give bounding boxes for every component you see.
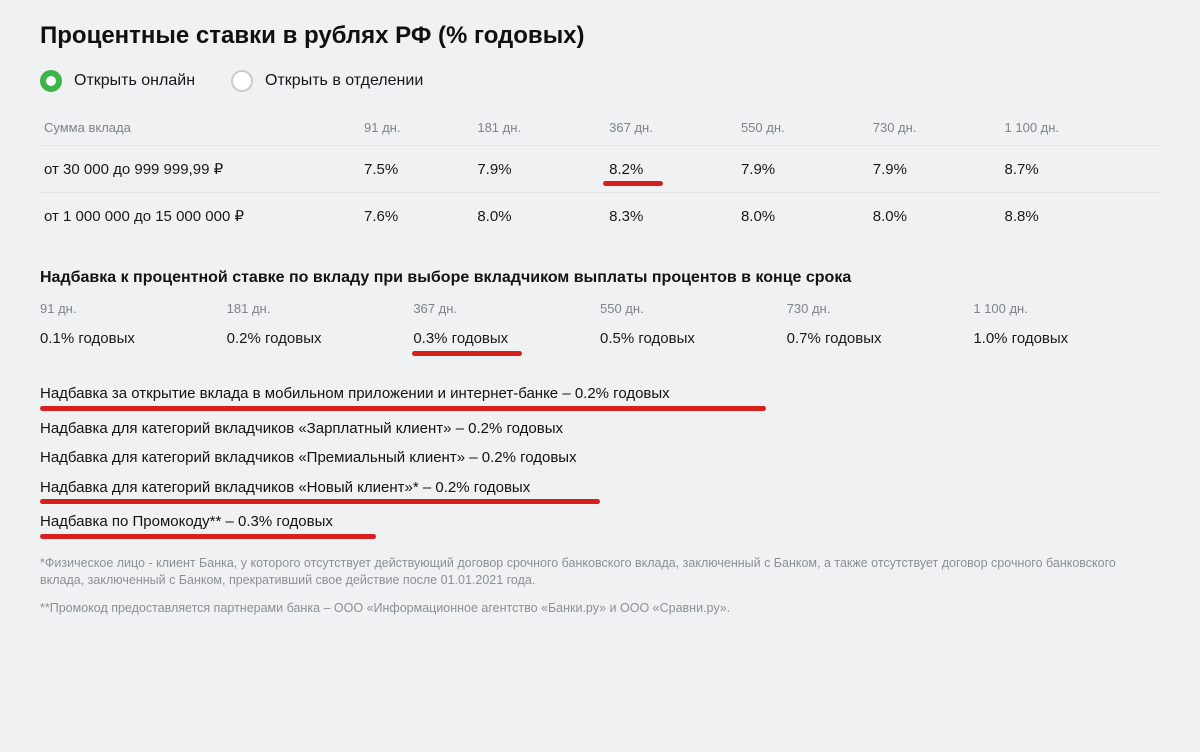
- note-line: Надбавка для категорий вкладчиков «Зарпл…: [40, 418, 1160, 441]
- addon-heading: Надбавка к процентной ставке по вкладу п…: [40, 269, 1160, 287]
- addon-value: 0.3% годовых: [413, 330, 600, 347]
- rates-col-header: 91 дн.: [360, 110, 473, 146]
- addon-table: 91 дн.181 дн.367 дн.550 дн.730 дн.1 100 …: [40, 301, 1160, 347]
- rates-table: Сумма вклада91 дн.181 дн.367 дн.550 дн.7…: [40, 110, 1160, 239]
- addon-value: 0.5% годовых: [600, 330, 787, 347]
- addon-col-header: 730 дн.: [787, 301, 974, 316]
- rates-cell: 8.0%: [737, 193, 869, 240]
- table-row: от 1 000 000 до 15 000 000 ₽7.6%8.0%8.3%…: [40, 193, 1160, 240]
- addon-value: 0.7% годовых: [787, 330, 974, 347]
- rates-cell: от 30 000 до 999 999,99 ₽: [40, 146, 360, 193]
- footnote: *Физическое лицо - клиент Банка, у котор…: [40, 555, 1160, 590]
- rates-cell: 8.8%: [1001, 193, 1160, 240]
- channel-radio-group: Открыть онлайн Открыть в отделении: [40, 70, 1160, 92]
- rates-cell: 7.9%: [473, 146, 605, 193]
- rates-cell: 7.9%: [869, 146, 1001, 193]
- addon-col-header: 181 дн.: [227, 301, 414, 316]
- note-line: Надбавка по Промокоду** – 0.3% годовых: [40, 511, 1160, 539]
- radio-open-branch[interactable]: Открыть в отделении: [231, 70, 423, 92]
- radio-online-label: Открыть онлайн: [74, 72, 195, 90]
- addon-col-header: 91 дн.: [40, 301, 227, 316]
- rates-col-header: Сумма вклада: [40, 110, 360, 146]
- radio-open-online[interactable]: Открыть онлайн: [40, 70, 195, 92]
- page-title: Процентные ставки в рублях РФ (% годовых…: [40, 22, 1160, 50]
- footnotes: *Физическое лицо - клиент Банка, у котор…: [40, 555, 1160, 618]
- rates-col-header: 367 дн.: [605, 110, 737, 146]
- addon-value: 0.2% годовых: [227, 330, 414, 347]
- rates-cell: 7.6%: [360, 193, 473, 240]
- rates-cell: 8.2%: [605, 146, 737, 193]
- addon-col-header: 550 дн.: [600, 301, 787, 316]
- note-line: Надбавка за открытие вклада в мобильном …: [40, 383, 1160, 411]
- addon-value: 1.0% годовых: [973, 330, 1160, 347]
- addon-col-header: 367 дн.: [413, 301, 600, 316]
- note-line: Надбавка для категорий вкладчиков «Новый…: [40, 477, 1160, 505]
- rates-col-header: 550 дн.: [737, 110, 869, 146]
- radio-selected-icon: [40, 70, 62, 92]
- rates-cell: 8.3%: [605, 193, 737, 240]
- rates-col-header: 1 100 дн.: [1001, 110, 1160, 146]
- rates-cell: 8.0%: [869, 193, 1001, 240]
- rates-cell: 8.7%: [1001, 146, 1160, 193]
- addon-col-header: 1 100 дн.: [973, 301, 1160, 316]
- rates-cell: от 1 000 000 до 15 000 000 ₽: [40, 193, 360, 240]
- notes-list: Надбавка за открытие вклада в мобильном …: [40, 383, 1160, 539]
- footnote: **Промокод предоставляется партнерами ба…: [40, 600, 1160, 618]
- radio-unselected-icon: [231, 70, 253, 92]
- rates-col-header: 181 дн.: [473, 110, 605, 146]
- rates-cell: 7.9%: [737, 146, 869, 193]
- note-line: Надбавка для категорий вкладчиков «Преми…: [40, 447, 1160, 470]
- rates-col-header: 730 дн.: [869, 110, 1001, 146]
- addon-value: 0.1% годовых: [40, 330, 227, 347]
- rates-cell: 7.5%: [360, 146, 473, 193]
- rates-cell: 8.0%: [473, 193, 605, 240]
- radio-branch-label: Открыть в отделении: [265, 72, 423, 90]
- table-row: от 30 000 до 999 999,99 ₽7.5%7.9%8.2%7.9…: [40, 146, 1160, 193]
